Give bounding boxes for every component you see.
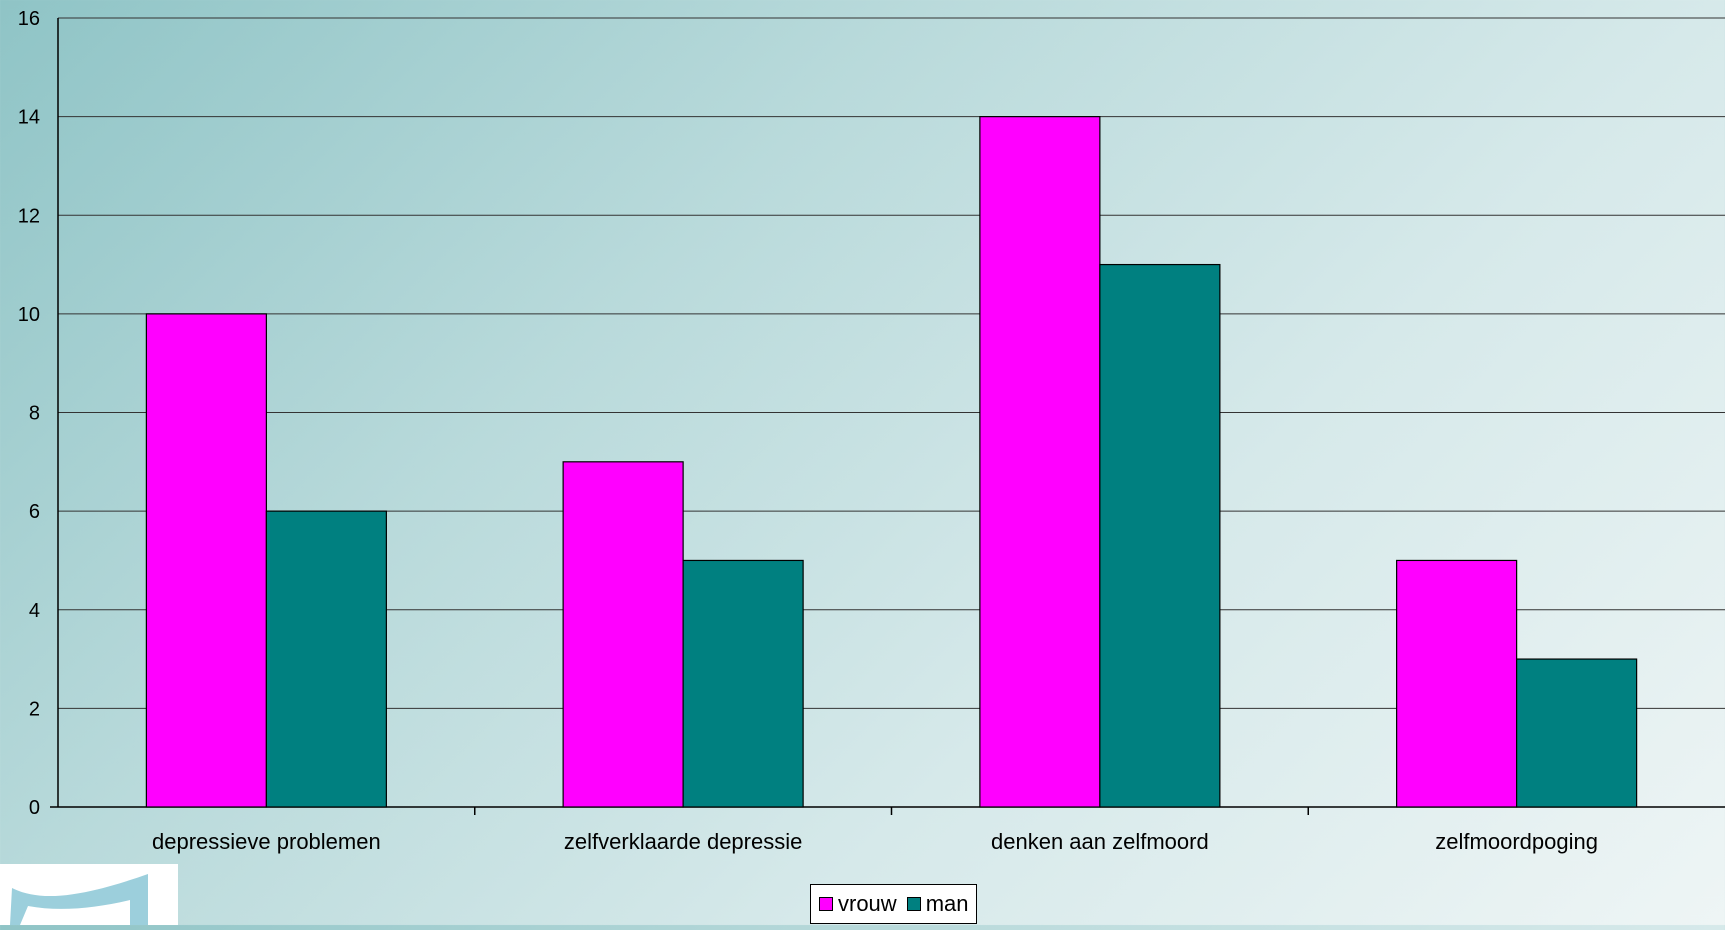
x-category-label-0: depressieve problemen — [152, 829, 381, 854]
y-tick-label-14: 14 — [18, 107, 40, 129]
bar-vrouw-1 — [562, 461, 684, 808]
bar-man-1 — [682, 559, 804, 808]
x-category-label-1: zelfverklaarde depressie — [564, 829, 802, 854]
bar-vrouw-0 — [145, 313, 267, 808]
legend-label-vrouw: vrouw — [838, 891, 897, 916]
x-category-label-2: denken aan zelfmoord — [991, 829, 1209, 854]
bar-vrouw-3 — [1396, 559, 1518, 808]
legend-item-vrouw: vrouw — [819, 891, 897, 917]
legend-swatch-man — [906, 897, 921, 911]
logo-graphic — [10, 874, 148, 925]
y-tick-label-0: 0 — [29, 797, 40, 819]
legend: vrouw man — [810, 884, 978, 924]
x-category-label-3: zelfmoordpoging — [1435, 829, 1598, 854]
legend-item-man: man — [906, 891, 969, 917]
y-tick-label-6: 6 — [29, 501, 40, 523]
y-tick-label-4: 4 — [29, 600, 40, 622]
bar-man-3 — [1516, 658, 1638, 808]
y-tick-label-12: 12 — [18, 205, 40, 227]
bar-vrouw-2 — [979, 116, 1101, 808]
y-tick-label-16: 16 — [18, 8, 40, 30]
y-tick-label-8: 8 — [29, 403, 40, 425]
bar-man-2 — [1099, 263, 1221, 808]
legend-swatch-vrouw — [819, 897, 833, 911]
logo — [0, 864, 178, 925]
y-tick-label-2: 2 — [29, 698, 40, 720]
legend-label-man: man — [925, 891, 969, 916]
y-tick-label-10: 10 — [18, 304, 40, 326]
bar-man-0 — [265, 510, 387, 808]
